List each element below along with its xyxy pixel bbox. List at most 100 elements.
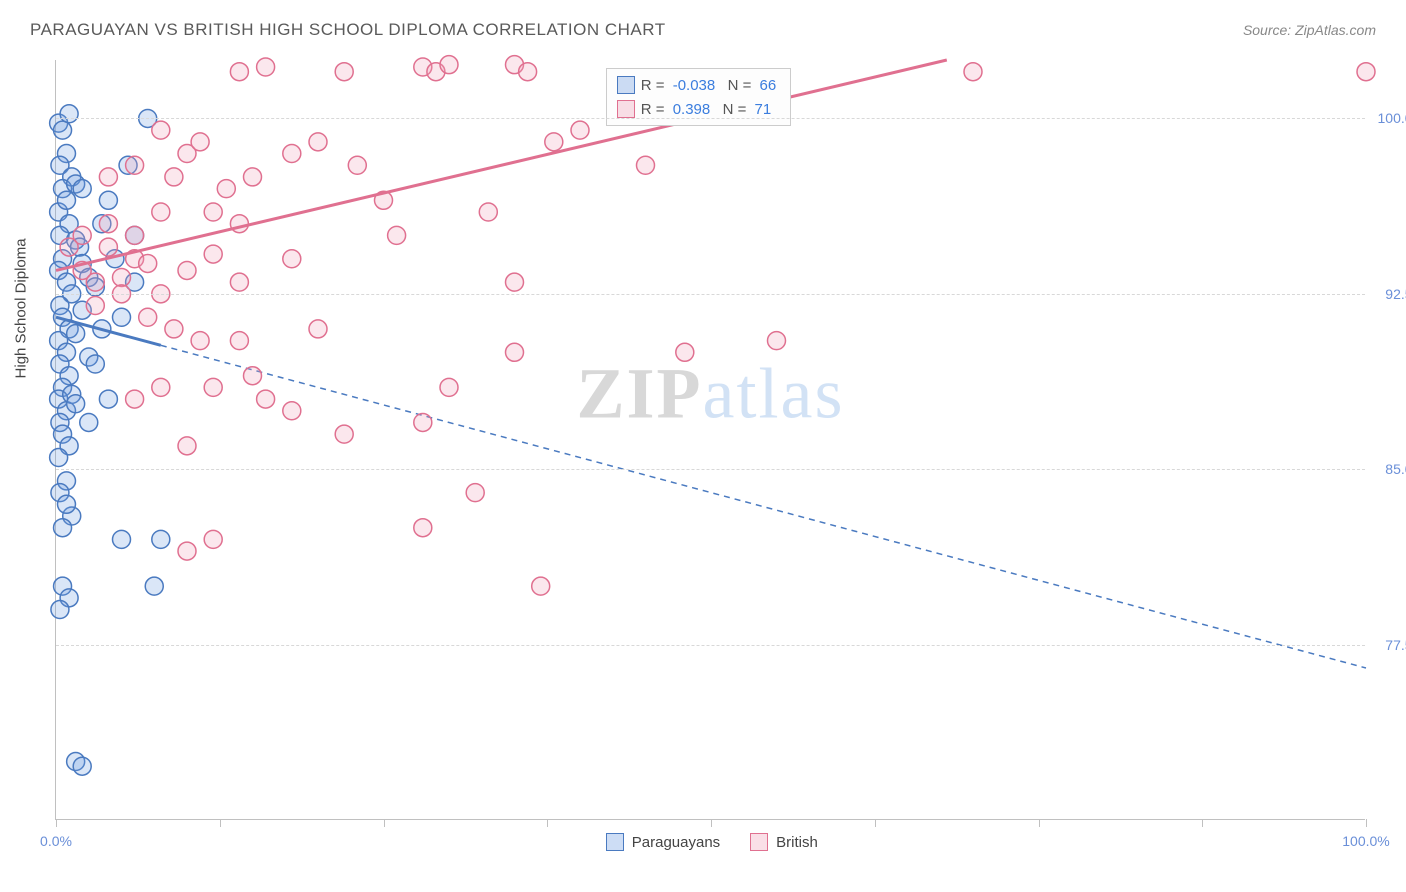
scatter-point [51, 601, 69, 619]
scatter-point [466, 484, 484, 502]
scatter-point [152, 530, 170, 548]
scatter-point [309, 133, 327, 151]
scatter-point [80, 413, 98, 431]
scatter-point [126, 390, 144, 408]
scatter-point [204, 378, 222, 396]
scatter-point [283, 250, 301, 268]
legend-swatch [606, 833, 624, 851]
x-tick [547, 819, 548, 827]
scatter-point [348, 156, 366, 174]
scatter-point [519, 63, 537, 81]
scatter-point [440, 378, 458, 396]
legend-label: British [776, 834, 818, 851]
x-tick [384, 819, 385, 827]
scatter-point [57, 495, 75, 513]
scatter-point [165, 168, 183, 186]
legend-swatch [617, 100, 635, 118]
scatter-point [335, 425, 353, 443]
scatter-point [126, 226, 144, 244]
scatter-point [86, 273, 104, 291]
scatter-point [335, 63, 353, 81]
scatter-point [60, 105, 78, 123]
gridline [56, 469, 1365, 470]
scatter-point [506, 343, 524, 361]
y-tick-label: 92.5% [1385, 286, 1406, 302]
scatter-point [676, 343, 694, 361]
legend-swatch [750, 833, 768, 851]
x-tick-label: 0.0% [40, 833, 72, 849]
scatter-point [964, 63, 982, 81]
x-tick [1366, 819, 1367, 827]
trend-line [56, 60, 947, 270]
gridline [56, 118, 1365, 119]
scatter-point [230, 273, 248, 291]
scatter-point [152, 378, 170, 396]
y-tick-label: 77.5% [1385, 637, 1406, 653]
scatter-point [139, 308, 157, 326]
legend-item: British [750, 833, 818, 851]
scatter-point [1357, 63, 1375, 81]
scatter-point [73, 180, 91, 198]
scatter-point [388, 226, 406, 244]
scatter-point [414, 413, 432, 431]
source-link[interactable]: ZipAtlas.com [1295, 22, 1376, 38]
scatter-point [54, 519, 72, 537]
scatter-point [204, 530, 222, 548]
scatter-point [54, 121, 72, 139]
scatter-point [126, 156, 144, 174]
scatter-point [283, 145, 301, 163]
scatter-point [768, 332, 786, 350]
y-tick-label: 100.0% [1378, 110, 1406, 126]
scatter-point [440, 56, 458, 74]
scatter-point [99, 390, 117, 408]
correlation-legend-row: R = 0.398 N = 71 [617, 97, 780, 121]
scatter-point [204, 203, 222, 221]
x-tick [1039, 819, 1040, 827]
scatter-point [545, 133, 563, 151]
x-tick [711, 819, 712, 827]
scatter-point [165, 320, 183, 338]
chart-title: PARAGUAYAN VS BRITISH HIGH SCHOOL DIPLOM… [30, 20, 666, 40]
series-legend: Paraguayans British [606, 833, 818, 851]
legend-item: Paraguayans [606, 833, 720, 851]
chart-source: Source: ZipAtlas.com [1243, 22, 1376, 38]
scatter-point [113, 268, 131, 286]
legend-label: Paraguayans [632, 834, 720, 851]
scatter-point [506, 273, 524, 291]
scatter-point [637, 156, 655, 174]
scatter-point [67, 395, 85, 413]
n-value: 66 [760, 77, 777, 94]
scatter-point [204, 245, 222, 263]
scatter-point [113, 530, 131, 548]
chart-plot-area: High School Diploma ZIPatlas R = -0.038 … [55, 60, 1365, 820]
scatter-point [191, 133, 209, 151]
scatter-point [178, 437, 196, 455]
scatter-point [152, 203, 170, 221]
scatter-point [73, 226, 91, 244]
scatter-point [99, 215, 117, 233]
scatter-point [152, 121, 170, 139]
scatter-point [139, 254, 157, 272]
x-tick [56, 819, 57, 827]
scatter-point [479, 203, 497, 221]
scatter-point [50, 449, 68, 467]
scatter-point [86, 297, 104, 315]
scatter-point [571, 121, 589, 139]
scatter-point [113, 308, 131, 326]
gridline [56, 294, 1365, 295]
r-value: 0.398 [673, 101, 711, 118]
scatter-point [67, 325, 85, 343]
scatter-point [99, 168, 117, 186]
scatter-point [257, 58, 275, 76]
scatter-point [257, 390, 275, 408]
scatter-point [532, 577, 550, 595]
y-tick-label: 85.0% [1385, 461, 1406, 477]
chart-header: PARAGUAYAN VS BRITISH HIGH SCHOOL DIPLOM… [0, 0, 1406, 50]
gridline [56, 645, 1365, 646]
scatter-point [73, 757, 91, 775]
scatter-point [309, 320, 327, 338]
r-value: -0.038 [673, 77, 716, 94]
n-value: 71 [755, 101, 772, 118]
scatter-point [230, 63, 248, 81]
scatter-point [244, 168, 262, 186]
